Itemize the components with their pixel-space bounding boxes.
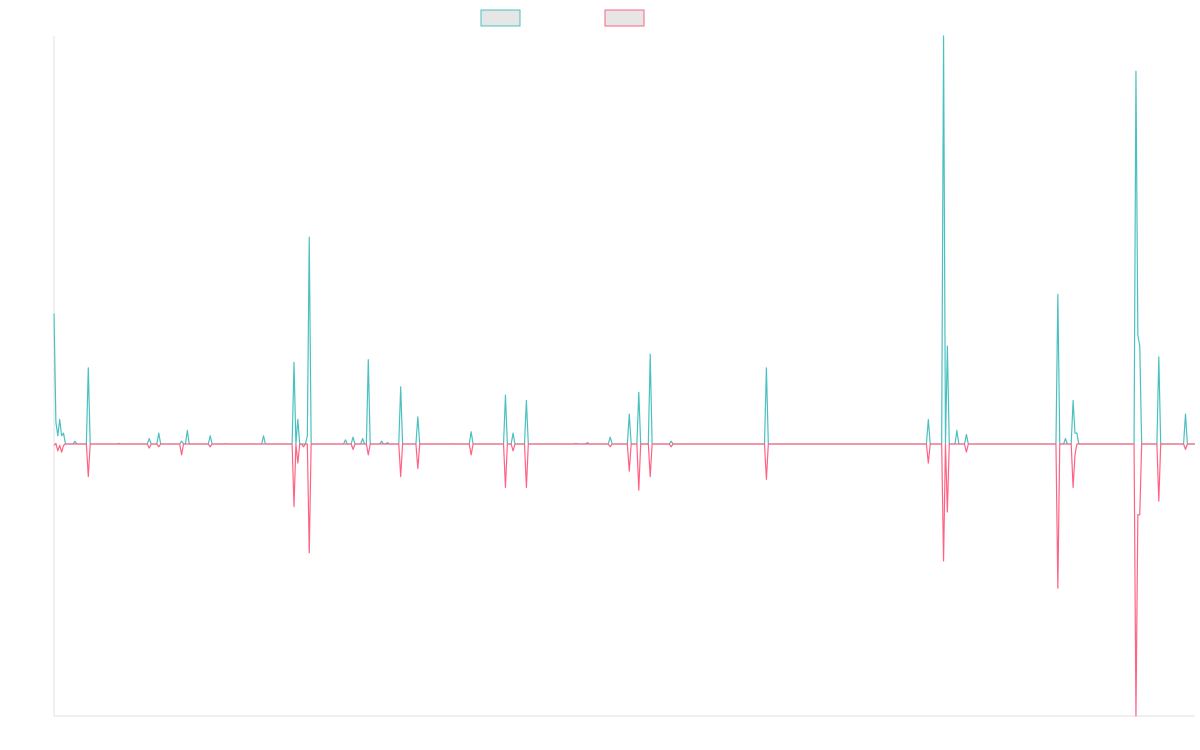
legend-swatch-1[interactable] (480, 9, 521, 27)
series-layer (53, 35, 1195, 717)
series-1-line (53, 35, 1195, 445)
legend-swatch-2[interactable] (604, 9, 645, 27)
axes (53, 36, 1195, 717)
legend[interactable] (480, 9, 645, 27)
series-2-line (53, 442, 1195, 717)
